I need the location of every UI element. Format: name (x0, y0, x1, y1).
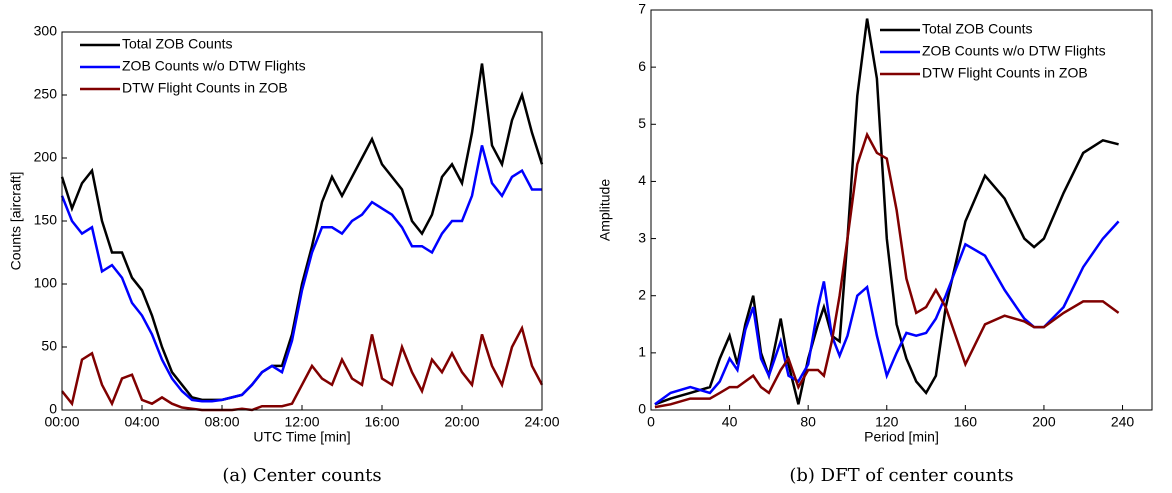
x-tick-label: 24:00 (524, 414, 559, 430)
x-axis-label: Period [min] (864, 429, 939, 445)
series-line (654, 220, 1120, 406)
x-tick-label: 80 (800, 414, 816, 430)
y-axis-label: Counts [aircraft] (8, 172, 24, 271)
y-tick-label: 250 (34, 86, 58, 102)
y-tick-label: 7 (638, 1, 646, 17)
legend-label: Total ZOB Counts (122, 36, 233, 52)
legend-label: DTW Flight Counts in ZOB (922, 65, 1088, 81)
series-line (654, 131, 1120, 409)
x-tick-label: 12:00 (284, 414, 319, 430)
x-tick-label: 00:00 (44, 414, 79, 430)
caption: (a) Center counts (222, 465, 381, 486)
legend-label: ZOB Counts w/o DTW Flights (922, 43, 1106, 59)
x-tick-label: 160 (954, 414, 978, 430)
y-tick-label: 0 (49, 401, 57, 417)
legend-label: Total ZOB Counts (922, 21, 1033, 37)
series-line (60, 145, 542, 403)
x-tick-label: 16:00 (364, 414, 399, 430)
y-tick-label: 1 (638, 344, 646, 360)
y-tick-label: 200 (34, 149, 58, 165)
x-tick-label: 200 (1032, 414, 1056, 430)
x-tick-label: 04:00 (124, 414, 159, 430)
y-axis-label: Amplitude (597, 179, 613, 241)
x-tick-label: 08:00 (204, 414, 239, 430)
y-tick-label: 100 (34, 275, 58, 291)
y-tick-label: 300 (34, 23, 58, 39)
series-line (61, 324, 544, 412)
y-tick-label: 150 (34, 212, 58, 228)
y-tick-label: 6 (638, 58, 646, 74)
x-axis-label: UTC Time [min] (253, 429, 350, 445)
y-tick-label: 3 (638, 229, 646, 245)
caption: (b) DFT of center counts (789, 465, 1013, 486)
plot-frame (650, 9, 1153, 411)
x-tick-label: 0 (647, 414, 655, 430)
legend-label: DTW Flight Counts in ZOB (122, 80, 288, 96)
x-tick-label: 40 (722, 414, 738, 430)
legend-label: ZOB Counts w/o DTW Flights (122, 58, 306, 74)
x-tick-label: 240 (1111, 414, 1135, 430)
y-tick-label: 4 (638, 172, 646, 188)
x-tick-label: 120 (875, 414, 899, 430)
x-tick-label: 20:00 (444, 414, 479, 430)
series-line (60, 63, 544, 402)
y-tick-label: 50 (41, 338, 57, 354)
y-tick-label: 0 (638, 401, 646, 417)
y-tick-label: 5 (638, 115, 646, 131)
y-tick-label: 2 (638, 286, 646, 302)
